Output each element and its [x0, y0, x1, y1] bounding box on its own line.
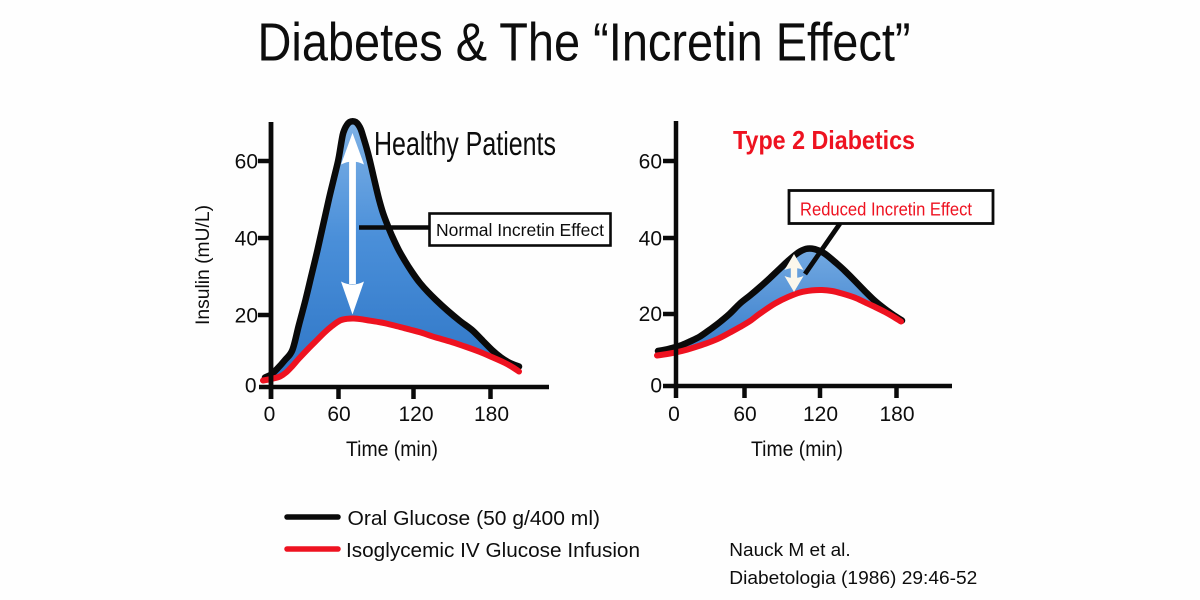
svg-text:Nauck M et al.: Nauck M et al. — [729, 539, 850, 560]
svg-text:120: 120 — [398, 403, 433, 426]
svg-text:60: 60 — [327, 403, 350, 426]
svg-text:Time (min): Time (min) — [751, 438, 843, 461]
svg-text:60: 60 — [733, 403, 756, 426]
svg-text:Reduced Incretin Effect: Reduced Incretin Effect — [800, 200, 972, 220]
svg-text:Insulin (mU/L): Insulin (mU/L) — [192, 205, 214, 325]
svg-text:Time (min): Time (min) — [346, 438, 438, 461]
svg-text:60: 60 — [235, 151, 258, 174]
svg-text:60: 60 — [639, 151, 662, 174]
svg-text:Diabetes & The “Incretin Effec: Diabetes & The “Incretin Effect” — [258, 14, 911, 73]
svg-text:0: 0 — [245, 375, 257, 398]
svg-text:Normal Incretin Effect: Normal Incretin Effect — [436, 220, 604, 240]
svg-text:Type 2 Diabetics: Type 2 Diabetics — [733, 125, 915, 155]
svg-text:40: 40 — [639, 228, 662, 251]
svg-text:120: 120 — [803, 403, 838, 426]
svg-text:Diabetologia (1986) 29:46-52: Diabetologia (1986) 29:46-52 — [729, 567, 977, 588]
svg-text:Oral Glucose (50 g/400 ml): Oral Glucose (50 g/400 ml) — [348, 507, 601, 530]
svg-text:20: 20 — [639, 303, 662, 326]
svg-text:40: 40 — [235, 228, 258, 251]
svg-text:20: 20 — [235, 305, 258, 328]
svg-text:180: 180 — [879, 403, 914, 426]
svg-text:Healthy Patients: Healthy Patients — [374, 125, 556, 162]
svg-text:0: 0 — [668, 403, 680, 426]
svg-text:0: 0 — [650, 375, 662, 398]
svg-text:Isoglycemic IV Glucose Infusio: Isoglycemic IV Glucose Infusion — [346, 539, 640, 562]
svg-text:180: 180 — [474, 403, 509, 426]
svg-text:0: 0 — [264, 403, 276, 426]
